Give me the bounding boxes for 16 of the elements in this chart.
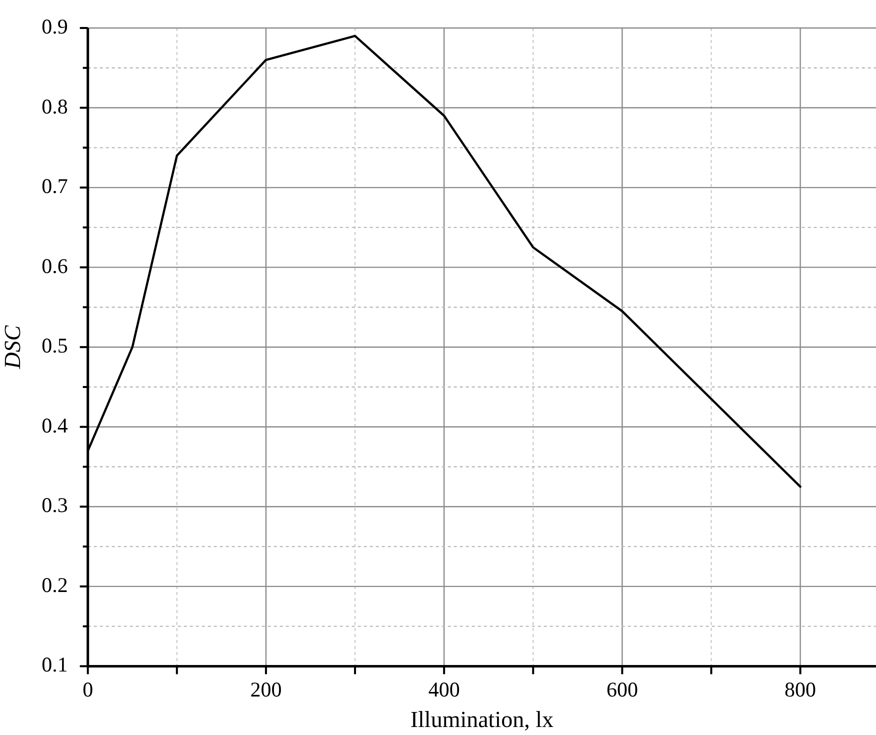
x-tick-label: 0 xyxy=(82,677,94,702)
y-tick-label: 0.2 xyxy=(42,572,68,597)
y-tick-label: 0.1 xyxy=(42,652,68,677)
x-tick-label: 200 xyxy=(250,677,282,702)
y-tick-label: 0.9 xyxy=(42,14,68,39)
y-tick-label: 0.7 xyxy=(42,174,68,198)
y-axis-title: DSC xyxy=(0,324,25,370)
y-tick-label: 0.5 xyxy=(42,334,68,358)
y-tick-label: 0.4 xyxy=(42,413,68,438)
x-tick-label: 600 xyxy=(606,677,638,702)
y-tick-label: 0.6 xyxy=(42,254,68,278)
x-tick-label: 400 xyxy=(428,677,460,702)
x-tick-label: 800 xyxy=(784,677,816,702)
y-tick-label: 0.8 xyxy=(42,94,68,118)
y-tick-label: 0.3 xyxy=(42,493,68,518)
x-axis-title: Illumination, lx xyxy=(410,707,554,732)
